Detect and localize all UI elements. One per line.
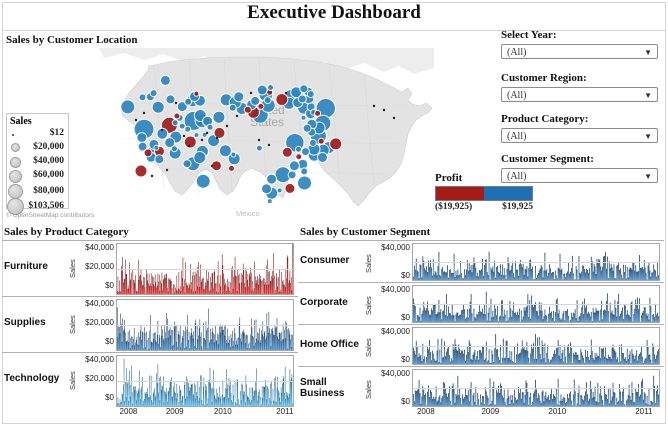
svg-text:Mexico: Mexico <box>236 209 260 218</box>
